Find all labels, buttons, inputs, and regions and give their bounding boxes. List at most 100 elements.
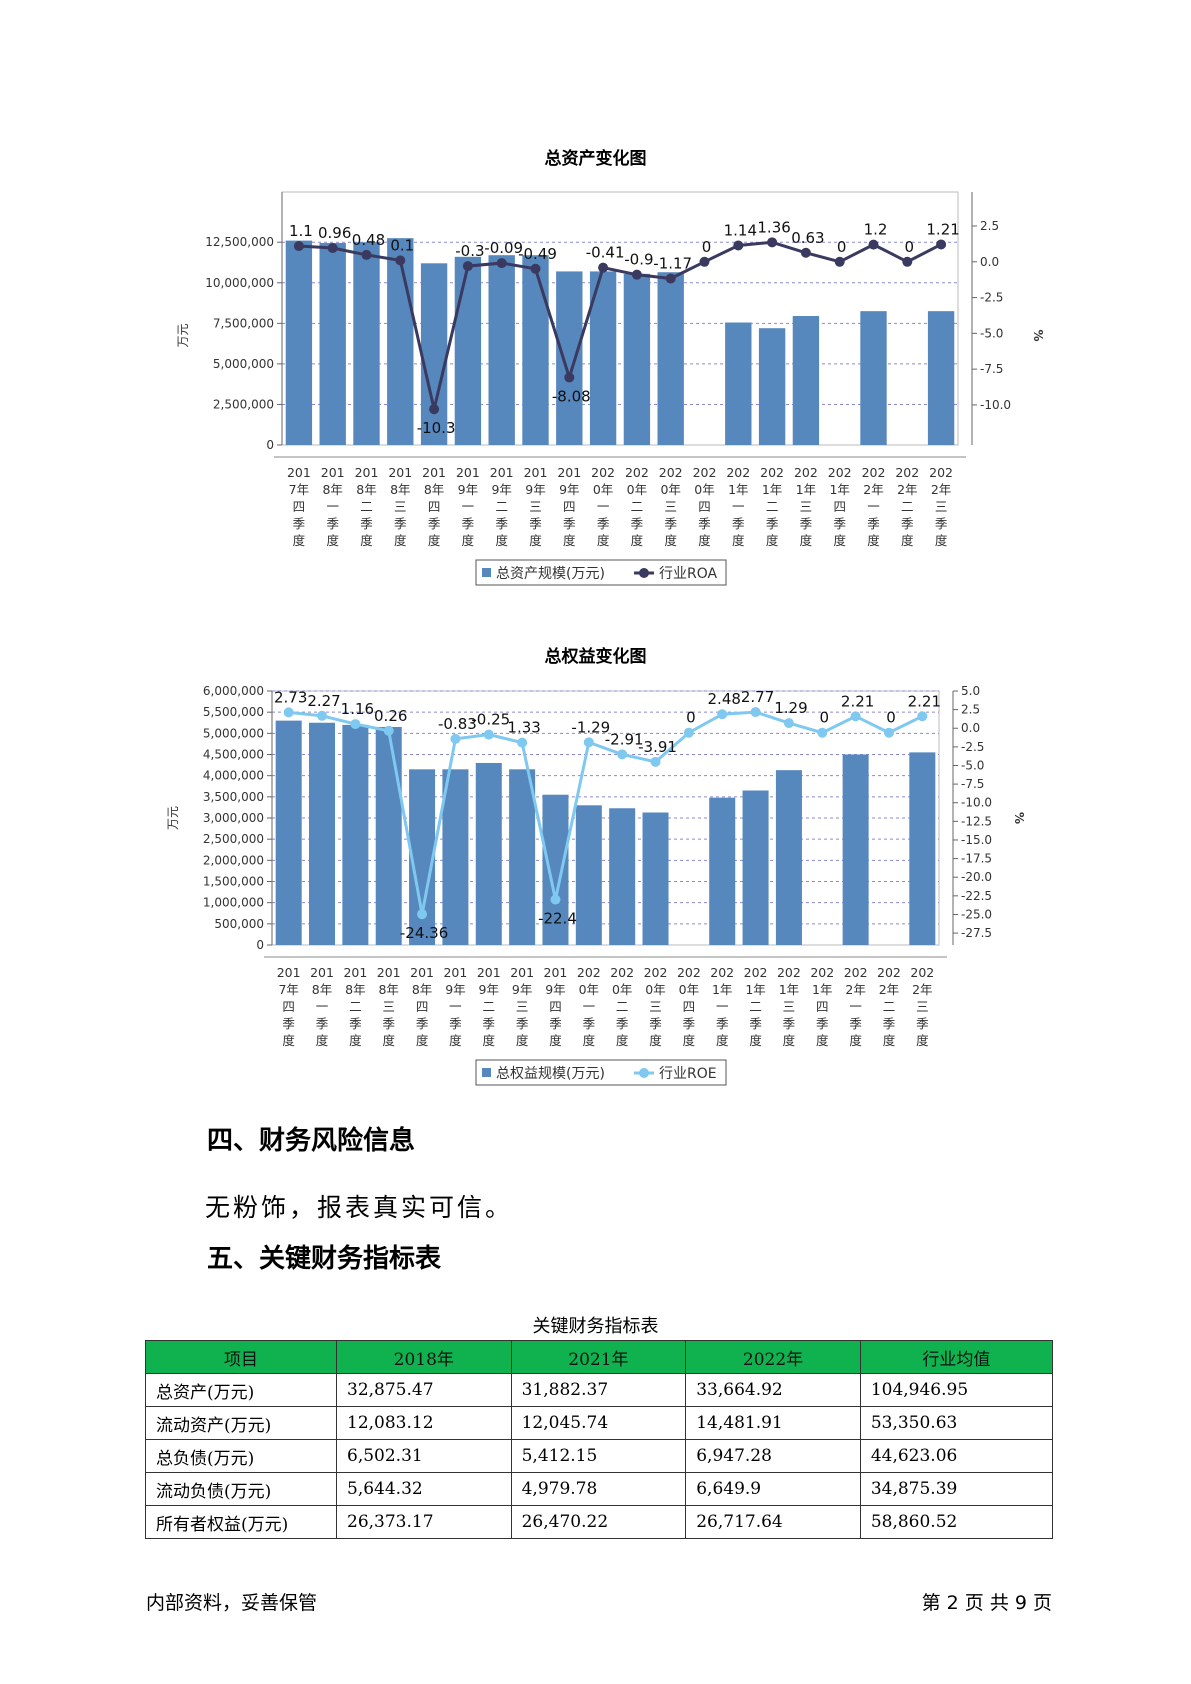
y-axis-label-right: % xyxy=(1031,329,1045,341)
legend-bar-label: 总权益规模(万元) xyxy=(496,1066,605,1082)
line-point xyxy=(283,707,294,718)
data-label: 1.2 xyxy=(864,221,888,239)
x-tick-label: 202 1年一季度 xyxy=(726,465,750,548)
x-tick-label: 201 9年一季度 xyxy=(443,965,467,1048)
table-cell: 26,373.17 xyxy=(336,1505,512,1539)
table-cell: 33,664.92 xyxy=(685,1373,861,1407)
series-line xyxy=(298,240,942,410)
table-row: 总负债(万元) 6,502.31 5,412.15 6,947.28 44,623.06 xyxy=(145,1439,1054,1473)
legend-box xyxy=(475,1059,727,1086)
assets-chart-title: 总资产变化图 xyxy=(544,149,647,169)
right-tick-label: 2.5 xyxy=(980,219,999,233)
data-label: -0.9 xyxy=(624,251,653,269)
data-label: 2.21 xyxy=(908,692,941,710)
bar xyxy=(420,263,448,445)
data-label: -0.83 xyxy=(438,715,477,733)
x-tick-label: 202 1年二季度 xyxy=(744,965,768,1048)
data-label: 0 xyxy=(820,709,830,727)
data-label: -10.3 xyxy=(417,419,456,437)
section5-heading: 五、关键财务指标表 xyxy=(207,1244,442,1274)
bar xyxy=(542,794,569,945)
line-point xyxy=(483,729,494,740)
line-point xyxy=(617,749,628,760)
bar xyxy=(775,770,802,945)
table-row: 总资产(万元) 32,875.47 31,882.37 33,664.92 104,94… xyxy=(145,1373,1054,1407)
data-label: 0.48 xyxy=(352,231,385,249)
right-tick-label: -5.0 xyxy=(980,326,1003,340)
bar xyxy=(342,724,369,945)
table-cell: 104,946.95 xyxy=(859,1373,1054,1407)
left-tick-label: 2,000,000 xyxy=(203,853,264,867)
y-axis-label-left: 万元 xyxy=(176,323,190,347)
left-tick-label: 5,500,000 xyxy=(203,705,264,719)
table-cell: 5,412.15 xyxy=(510,1439,687,1473)
data-label: 0 xyxy=(837,238,847,256)
line-point xyxy=(583,737,594,748)
x-tick-label: 202 1年四季度 xyxy=(828,465,852,548)
line-point xyxy=(429,404,440,415)
x-tick-label: 202 0年一季度 xyxy=(577,965,601,1048)
table-cell: 6,947.28 xyxy=(685,1439,861,1473)
line-point xyxy=(417,909,428,920)
data-label: -0.3 xyxy=(455,242,484,260)
section4-text: 无粉饰，报表真实可信。 xyxy=(205,1193,514,1222)
data-label: -0.41 xyxy=(586,244,625,262)
x-tick-label: 201 9年二季度 xyxy=(477,965,501,1048)
data-label: -1.17 xyxy=(653,255,692,273)
x-tick-label: 202 0年四季度 xyxy=(693,465,717,548)
right-tick-label: -15.0 xyxy=(961,833,992,847)
x-tick-label: 202 2年二季度 xyxy=(877,965,901,1048)
data-label: -3.91 xyxy=(638,738,677,756)
table-row: 流动负债(万元) 5,644.32 4,979.78 6,649.9 34,875.39 xyxy=(145,1472,1054,1506)
table-cell: 12,083.12 xyxy=(336,1406,512,1440)
equity-chart-title: 总权益变化图 xyxy=(544,647,647,667)
left-tick-label: 5,000,000 xyxy=(203,726,264,740)
left-tick-label: 5,000,000 xyxy=(213,357,274,371)
x-tick-label: 202 1年三季度 xyxy=(777,965,801,1048)
right-tick-label: -5.0 xyxy=(961,758,984,772)
line-point xyxy=(631,269,642,280)
series-line xyxy=(288,710,923,915)
x-tick-label: 201 8年一季度 xyxy=(321,465,345,548)
x-tick-label: 202 0年二季度 xyxy=(610,965,634,1048)
kpi-table: 项目 2018年 2021年 2022年 行业均值 总资产(万元) 32,875.47 31… xyxy=(145,1340,1054,1539)
x-tick-label: 202 2年三季度 xyxy=(910,965,934,1048)
bar xyxy=(522,255,549,445)
left-tick-label: 0 xyxy=(256,938,264,952)
line-point xyxy=(917,711,928,722)
data-label: -24.36 xyxy=(400,924,448,942)
x-tick-label: 202 1年二季度 xyxy=(760,465,784,548)
x-tick-label: 202 1年三季度 xyxy=(794,465,818,548)
line-point xyxy=(936,239,947,250)
x-tick-label: 201 9年三季度 xyxy=(510,965,534,1048)
table-header-cell: 行业均值 xyxy=(859,1340,1054,1374)
table-row: 所有者权益(万元) 26,373.17 26,470.22 26,717.64 58,8… xyxy=(145,1505,1054,1539)
footer-note: 内部资料，妥善保管 xyxy=(146,1592,318,1614)
bar xyxy=(623,273,651,445)
data-label: 0 xyxy=(905,238,915,256)
data-label: 2.27 xyxy=(307,692,340,710)
data-label: 2.21 xyxy=(841,692,874,710)
table-cell: 34,875.39 xyxy=(859,1472,1054,1506)
bar xyxy=(375,726,402,945)
left-tick-label: 6,000,000 xyxy=(203,684,264,698)
line-point xyxy=(564,372,575,383)
table-row-label: 总资产(万元) xyxy=(145,1373,337,1407)
legend-bar-swatch xyxy=(482,1068,491,1077)
x-tick-label: 202 0年三季度 xyxy=(659,465,683,548)
legend-line-label: 行业ROE xyxy=(659,1066,717,1082)
x-tick-label: 202 0年四季度 xyxy=(677,965,701,1048)
line-point xyxy=(383,725,394,736)
x-tick-label: 201 7年四季度 xyxy=(277,965,301,1048)
y-axis-label-right: % xyxy=(1012,812,1026,824)
data-label: 1.16 xyxy=(341,700,374,718)
right-tick-label: 5.0 xyxy=(961,684,980,698)
line-point xyxy=(293,241,304,252)
x-tick-label: 202 1年四季度 xyxy=(810,965,834,1048)
legend-bar-label: 总资产规模(万元) xyxy=(496,566,605,582)
line-point xyxy=(883,727,894,738)
table-header-cell: 2022年 xyxy=(685,1340,861,1374)
x-tick-label: 201 8年一季度 xyxy=(310,965,334,1048)
bar xyxy=(758,328,786,445)
x-tick-label: 202 1年一季度 xyxy=(710,965,734,1048)
